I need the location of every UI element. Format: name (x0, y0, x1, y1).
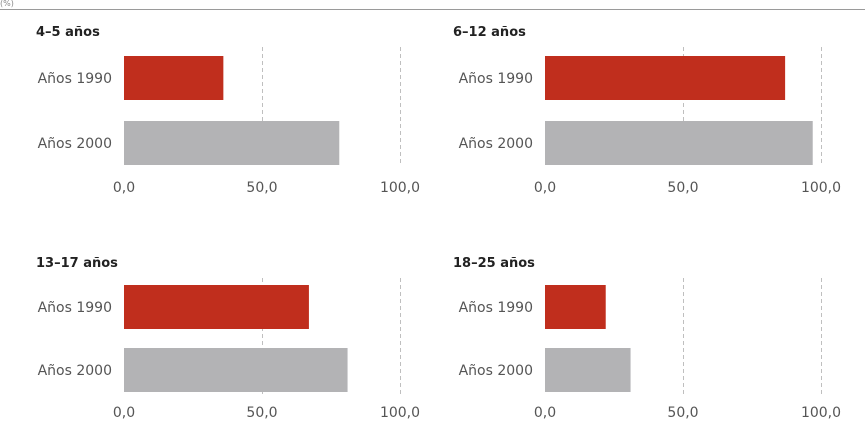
bar-anos-2000 (545, 348, 631, 392)
chart-panel-2: 6–12 años Años 1990 Años 2000 0,0 50,0 100,0 (453, 25, 841, 196)
category-label: Años 1990 (459, 71, 533, 87)
tick-label: 50,0 (667, 405, 698, 421)
tick-label: 0,0 (534, 405, 556, 421)
chart-panel-3: 13–17 años Años 1990 Años 2000 0,0 50,0 100,0 (36, 256, 420, 421)
category-label: Años 2000 (459, 136, 533, 152)
bar-anos-1990 (545, 285, 606, 329)
panel-title: 18–25 años (453, 256, 535, 271)
tick-label: 50,0 (667, 180, 698, 196)
tick-label: 100,0 (801, 405, 841, 421)
tick-label: 0,0 (113, 405, 135, 421)
category-label: Años 1990 (38, 300, 112, 316)
tick-label: 50,0 (246, 405, 277, 421)
category-label: Años 2000 (459, 363, 533, 379)
unit-mark: (%) (0, 0, 14, 8)
category-label: Años 1990 (38, 71, 112, 87)
category-label: Años 1990 (459, 300, 533, 316)
bar-anos-1990 (124, 56, 224, 100)
tick-label: 0,0 (113, 180, 135, 196)
panel-title: 13–17 años (36, 256, 118, 271)
bar-anos-2000 (124, 121, 340, 165)
category-label: Años 2000 (38, 136, 112, 152)
tick-label: 100,0 (801, 180, 841, 196)
bar-anos-2000 (545, 121, 813, 165)
tick-label: 0,0 (534, 180, 556, 196)
chart-panel-4: 18–25 años Años 1990 Años 2000 0,0 50,0 100,0 (453, 256, 841, 421)
tick-label: 50,0 (246, 180, 277, 196)
top-rule (0, 9, 865, 10)
panel-title: 4–5 años (36, 25, 100, 40)
bar-anos-1990 (545, 56, 786, 100)
chart-panel-1: 4–5 años Años 1990 Años 2000 0,0 50,0 100,0 (36, 25, 420, 196)
category-label: Años 2000 (38, 363, 112, 379)
bar-anos-1990 (124, 285, 309, 329)
tick-label: 100,0 (380, 405, 420, 421)
panel-title: 6–12 años (453, 25, 526, 40)
tick-label: 100,0 (380, 180, 420, 196)
bar-anos-2000 (124, 348, 348, 392)
